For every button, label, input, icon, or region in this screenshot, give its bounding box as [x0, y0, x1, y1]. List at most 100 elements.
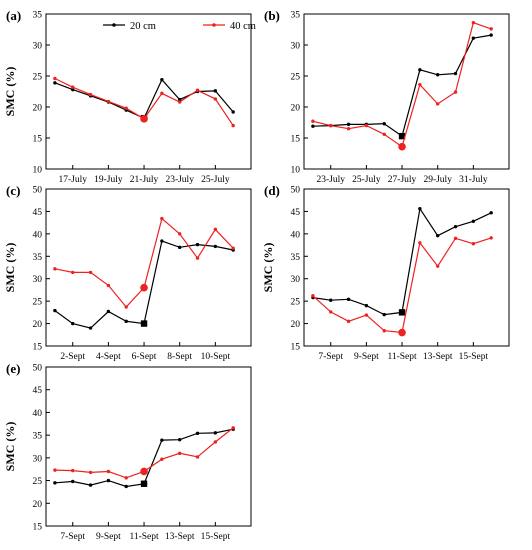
- y-tick-label: 50: [33, 186, 43, 196]
- data-point: [71, 85, 75, 89]
- data-point: [471, 219, 476, 223]
- data-point: [124, 319, 128, 324]
- data-point: [177, 100, 182, 104]
- data-point: [418, 82, 422, 87]
- data-point: [213, 431, 218, 435]
- plot-frame: [45, 13, 252, 170]
- data-point: [213, 89, 218, 93]
- y-tick-label: 15: [291, 135, 301, 145]
- series-line: [54, 428, 234, 488]
- y-tick-label: 40: [33, 409, 43, 419]
- data-point: [71, 270, 75, 275]
- y-tick-label: 35: [33, 11, 43, 21]
- data-point: [382, 329, 386, 333]
- y-tick-label: 20: [33, 320, 43, 330]
- x-tick-label: 6-Sept: [132, 352, 157, 362]
- panel-label: (a): [6, 8, 21, 23]
- series-line: [312, 207, 492, 316]
- panel-label: (d): [264, 183, 280, 198]
- data-point: [195, 431, 200, 436]
- data-point: [453, 71, 458, 76]
- y-tick-label: 25: [33, 73, 43, 83]
- highlight-marker: [398, 309, 406, 316]
- data-point: [124, 305, 128, 309]
- legend: 20 cm 40 cm: [103, 21, 256, 32]
- y-axis-label: SMC (%): [3, 67, 17, 117]
- x-tick-label: 15-Sept: [201, 532, 231, 542]
- y-tick-label: 35: [33, 253, 43, 263]
- x-tick-label: 11-Sept: [129, 532, 159, 542]
- y-tick-label: 10: [33, 166, 43, 176]
- y-tick-label: 50: [33, 364, 43, 374]
- data-point: [231, 246, 235, 250]
- data-point: [177, 97, 182, 102]
- y-tick-label: 50: [291, 186, 301, 196]
- data-point: [195, 88, 200, 92]
- panel-label: (c): [6, 183, 20, 198]
- data-point: [195, 242, 200, 247]
- data-point: [106, 99, 111, 104]
- data-point: [160, 457, 164, 461]
- data-point: [346, 319, 351, 324]
- data-point: [160, 216, 164, 221]
- y-tick-label: 35: [291, 253, 301, 263]
- data-point: [489, 236, 493, 240]
- y-axis-label: SMC (%): [261, 243, 275, 293]
- highlight-marker: [398, 142, 406, 151]
- data-point: [71, 87, 75, 92]
- highlight-marker: [398, 328, 406, 337]
- y-tick-label: 45: [33, 386, 43, 396]
- y-tick-label: 20: [33, 500, 43, 510]
- y-tick-label: 10: [291, 166, 301, 176]
- chart-panel-2: 10 15 20 25 30 35 23-July 25-July 27-July 29-July…: [264, 8, 510, 185]
- y-tick-label: 45: [33, 208, 43, 218]
- data-point: [124, 106, 128, 110]
- data-point: [88, 326, 93, 330]
- highlight-marker: [140, 480, 148, 487]
- data-point: [213, 244, 218, 249]
- panel-label: (e): [6, 361, 20, 376]
- x-tick-label: 21-July: [130, 175, 159, 185]
- y-tick-label: 30: [33, 454, 43, 464]
- data-point: [124, 476, 128, 480]
- data-point: [418, 207, 422, 211]
- data-point: [53, 267, 57, 271]
- chart-panel-3: 15 20 25 30 35 40 45 50 2-Sept 4-Sept 6-Sept 8-Sept…: [3, 183, 252, 362]
- x-tick-label: 31-July: [459, 175, 488, 185]
- data-point: [53, 468, 57, 472]
- data-point: [418, 241, 422, 245]
- data-point: [453, 90, 458, 94]
- y-tick-label: 15: [33, 523, 43, 533]
- legend-swatch-point: [212, 23, 216, 27]
- x-tick-label: 8-Sept: [167, 352, 192, 362]
- x-tick-label: 25-July: [201, 175, 230, 185]
- y-tick-label: 30: [291, 42, 301, 52]
- plot-frame: [303, 188, 510, 347]
- data-point: [177, 437, 182, 442]
- data-point: [471, 36, 476, 40]
- data-point: [435, 73, 440, 77]
- x-tick-label: 25-July: [352, 175, 381, 185]
- y-tick-label: 40: [33, 230, 43, 240]
- y-tick-label: 20: [291, 320, 301, 330]
- data-point: [106, 283, 111, 288]
- data-point: [346, 122, 351, 127]
- data-point: [106, 309, 111, 314]
- y-tick-label: 25: [291, 298, 301, 308]
- data-point: [177, 245, 182, 250]
- x-tick-label: 2-Sept: [60, 352, 85, 362]
- y-tick-label: 20: [33, 104, 43, 114]
- x-tick-label: 9-Sept: [354, 352, 379, 362]
- y-tick-label: 35: [291, 11, 301, 21]
- chart-panel-1: 10 15 20 25 30 35 17-July 19-July 21-July 23-July…: [3, 8, 252, 185]
- highlight-marker: [140, 320, 148, 327]
- x-tick-label: 23-July: [316, 175, 345, 185]
- chart-panel-5: 15 20 25 30 35 40 45 50 7-Sept 9-Sept 11-Sept 13-Se…: [3, 361, 252, 542]
- data-point: [435, 233, 440, 238]
- data-point: [71, 479, 75, 484]
- x-tick-label: 15-Sept: [459, 352, 489, 362]
- x-tick-label: 11-Sept: [387, 352, 417, 362]
- x-tick-label: 13-Sept: [165, 532, 195, 542]
- plot-frame: [45, 188, 252, 347]
- data-point: [489, 33, 493, 37]
